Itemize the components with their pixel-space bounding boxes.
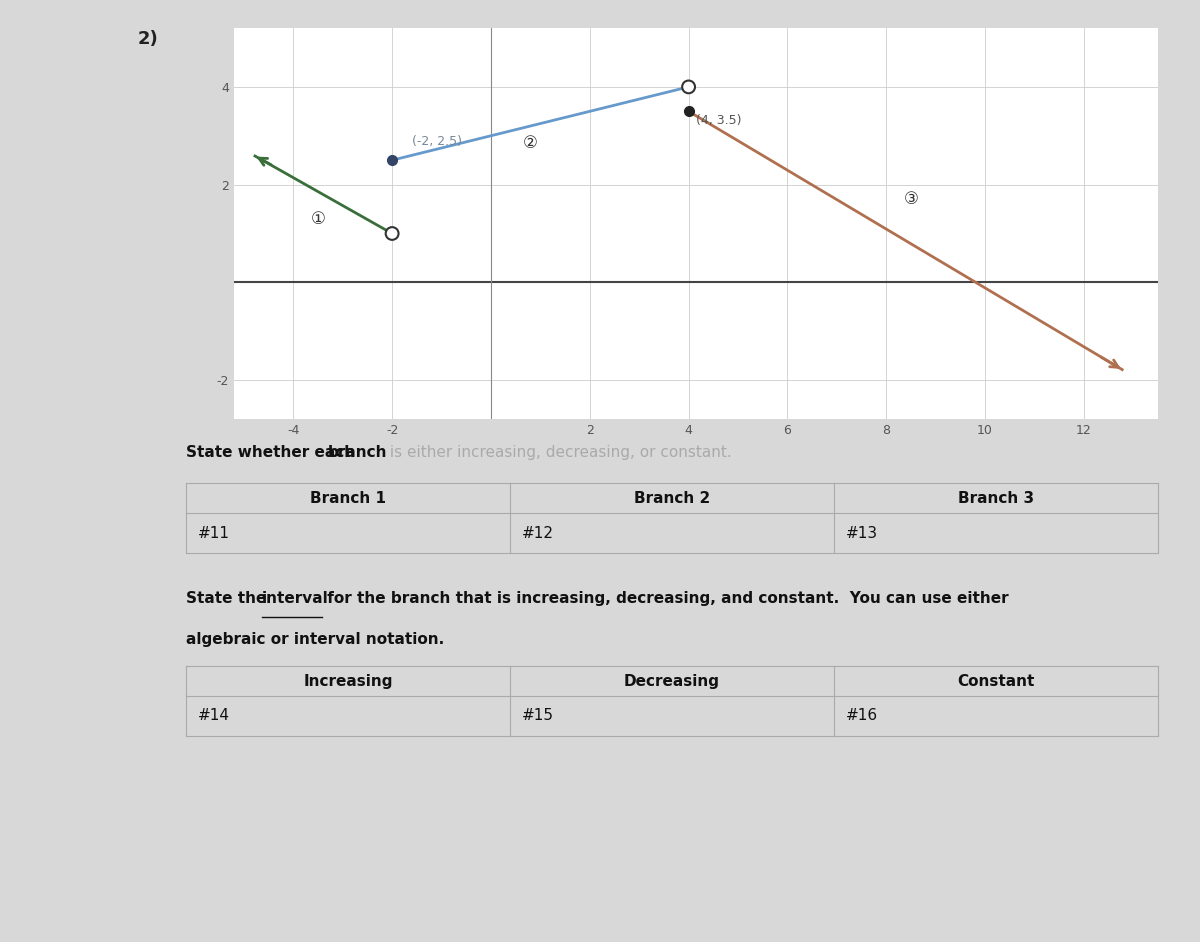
Text: Branch 2: Branch 2 xyxy=(634,491,710,506)
Text: State whether each: State whether each xyxy=(186,445,360,460)
Text: Increasing: Increasing xyxy=(304,674,392,689)
Text: ②: ② xyxy=(523,134,538,152)
Text: (-2, 2.5): (-2, 2.5) xyxy=(412,135,462,148)
Text: #12: #12 xyxy=(522,526,554,541)
Text: Branch 1: Branch 1 xyxy=(310,491,386,506)
Text: algebraic or interval notation.: algebraic or interval notation. xyxy=(186,632,444,647)
Circle shape xyxy=(385,227,398,240)
Text: Decreasing: Decreasing xyxy=(624,674,720,689)
Text: Constant: Constant xyxy=(958,674,1034,689)
Text: ③: ③ xyxy=(904,190,918,208)
Text: interval: interval xyxy=(262,591,329,606)
Text: for the branch that is increasing, decreasing, and constant.  You can use either: for the branch that is increasing, decre… xyxy=(322,591,1008,606)
Text: State the: State the xyxy=(186,591,271,606)
Text: is either increasing, decreasing, or constant.: is either increasing, decreasing, or con… xyxy=(384,445,731,460)
Text: Branch 3: Branch 3 xyxy=(958,491,1034,506)
Text: #11: #11 xyxy=(198,526,230,541)
Text: #16: #16 xyxy=(846,708,878,723)
Circle shape xyxy=(682,81,695,93)
Text: #14: #14 xyxy=(198,708,230,723)
Text: ①: ① xyxy=(311,210,325,228)
Text: (4, 3.5): (4, 3.5) xyxy=(696,114,742,127)
Text: #15: #15 xyxy=(522,708,554,723)
Text: 2): 2) xyxy=(138,30,158,48)
Text: branch: branch xyxy=(328,445,388,460)
Text: #13: #13 xyxy=(846,526,878,541)
